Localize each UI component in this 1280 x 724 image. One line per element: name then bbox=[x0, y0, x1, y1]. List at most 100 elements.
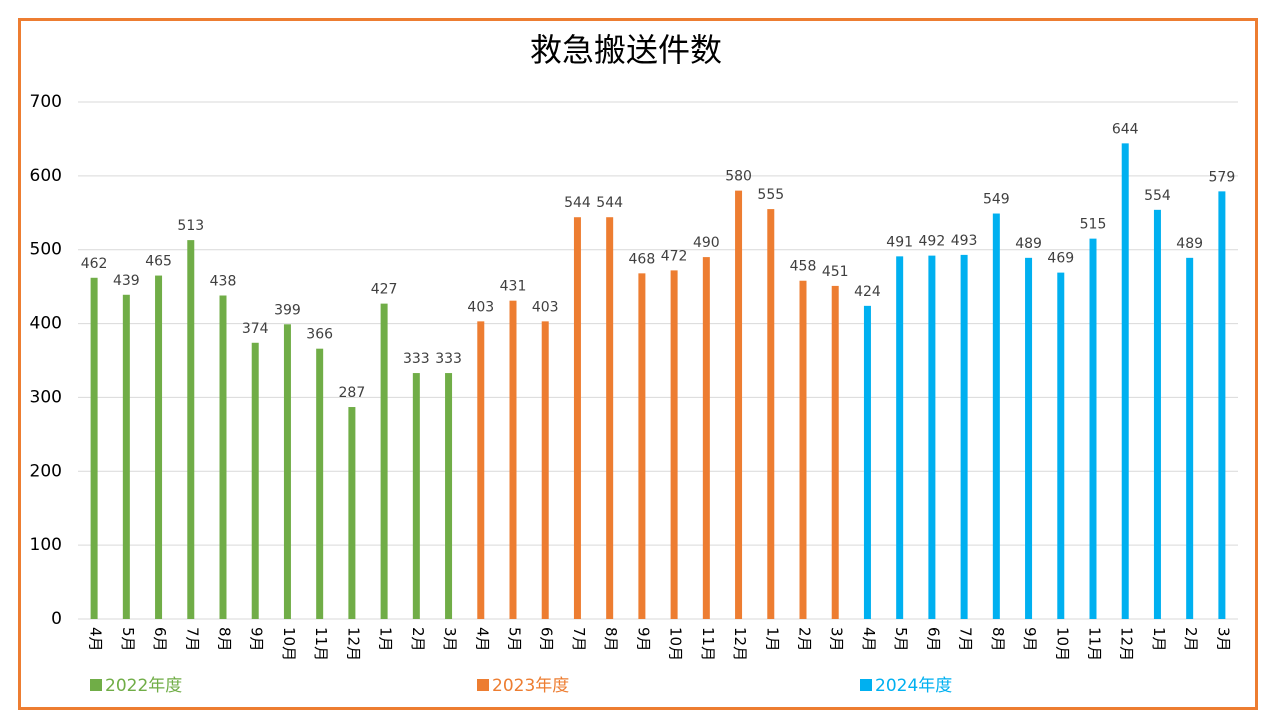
x-tick-label: 9月 bbox=[1021, 627, 1039, 652]
legend-marker bbox=[90, 679, 102, 691]
x-tick-label: 9月 bbox=[634, 627, 652, 652]
x-tick-label: 11月 bbox=[312, 627, 330, 661]
legend-marker bbox=[860, 679, 872, 691]
bar bbox=[283, 324, 291, 619]
bar bbox=[348, 407, 356, 619]
frame bbox=[18, 18, 1258, 710]
bar bbox=[90, 277, 98, 619]
bar bbox=[767, 209, 775, 620]
legend-label: 2024年度 bbox=[875, 676, 952, 696]
x-tick-label: 4月 bbox=[860, 627, 878, 652]
data-label: 549 bbox=[983, 192, 1010, 208]
data-label: 451 bbox=[822, 264, 849, 280]
x-tick-label: 2月 bbox=[409, 627, 427, 652]
bar bbox=[863, 305, 871, 619]
x-tick-label: 4月 bbox=[473, 627, 491, 652]
x-tick-label: 2月 bbox=[796, 627, 814, 652]
x-tick-label: 4月 bbox=[87, 627, 105, 652]
bar bbox=[251, 342, 259, 619]
data-label: 513 bbox=[177, 218, 204, 234]
x-tick-label: 10月 bbox=[280, 627, 298, 661]
data-label: 544 bbox=[564, 195, 591, 211]
data-label: 403 bbox=[467, 299, 494, 315]
x-tick-label: 12月 bbox=[731, 627, 749, 661]
data-label: 544 bbox=[596, 195, 623, 211]
data-label: 554 bbox=[1144, 188, 1171, 204]
x-tick-label: 1月 bbox=[763, 627, 781, 652]
data-label: 468 bbox=[629, 251, 656, 267]
legend-marker bbox=[477, 679, 489, 691]
x-tick-label: 3月 bbox=[828, 627, 846, 652]
bar bbox=[412, 373, 420, 619]
data-label: 492 bbox=[919, 234, 946, 250]
data-label: 403 bbox=[532, 299, 559, 315]
bar bbox=[380, 303, 388, 619]
bar bbox=[1218, 191, 1226, 620]
x-tick-label: 5月 bbox=[506, 627, 524, 652]
bar bbox=[445, 373, 453, 619]
bar bbox=[219, 295, 227, 619]
data-label: 490 bbox=[693, 235, 720, 251]
bar bbox=[670, 270, 678, 619]
data-label: 491 bbox=[886, 234, 913, 250]
bar bbox=[960, 254, 968, 620]
y-tick-label: 100 bbox=[30, 535, 62, 555]
bar bbox=[509, 300, 517, 619]
x-tick-label: 8月 bbox=[216, 627, 234, 652]
data-label: 469 bbox=[1047, 251, 1074, 267]
x-tick-label: 10月 bbox=[667, 627, 685, 661]
chart-title: 救急搬送件数 bbox=[530, 31, 722, 69]
bar bbox=[928, 255, 936, 619]
bar bbox=[573, 217, 581, 619]
y-tick-label: 0 bbox=[51, 609, 62, 629]
x-tick-label: 6月 bbox=[151, 627, 169, 652]
legend-label: 2022年度 bbox=[105, 676, 182, 696]
data-label: 644 bbox=[1112, 121, 1139, 137]
bar bbox=[122, 294, 130, 619]
data-label: 465 bbox=[145, 254, 172, 270]
data-label: 489 bbox=[1176, 236, 1203, 252]
x-tick-label: 12月 bbox=[344, 627, 362, 661]
data-label: 438 bbox=[210, 274, 237, 290]
bar bbox=[155, 275, 163, 619]
x-tick-label: 3月 bbox=[1214, 627, 1232, 652]
x-tick-label: 5月 bbox=[892, 627, 910, 652]
bar bbox=[1153, 209, 1161, 619]
y-tick-label: 200 bbox=[30, 461, 62, 481]
data-label: 580 bbox=[725, 169, 752, 185]
x-tick-label: 10月 bbox=[1053, 627, 1071, 661]
x-tick-label: 8月 bbox=[989, 627, 1007, 652]
x-tick-label: 9月 bbox=[248, 627, 266, 652]
data-label: 458 bbox=[790, 259, 817, 275]
bar bbox=[992, 213, 1000, 619]
x-tick-label: 7月 bbox=[957, 627, 975, 652]
data-label: 489 bbox=[1015, 236, 1042, 252]
data-label: 555 bbox=[757, 187, 784, 203]
bar bbox=[477, 321, 485, 619]
data-label: 366 bbox=[306, 327, 333, 343]
x-tick-label: 11月 bbox=[699, 627, 717, 661]
data-label: 493 bbox=[951, 233, 978, 249]
bar bbox=[1121, 143, 1129, 620]
bar bbox=[735, 190, 743, 619]
x-tick-label: 11月 bbox=[1086, 627, 1104, 661]
bar bbox=[541, 321, 549, 619]
x-tick-label: 7月 bbox=[183, 627, 201, 652]
x-tick-label: 8月 bbox=[602, 627, 620, 652]
bar bbox=[1186, 257, 1194, 619]
bar bbox=[606, 217, 614, 619]
x-tick-label: 7月 bbox=[570, 627, 588, 652]
data-label: 399 bbox=[274, 302, 301, 318]
bar bbox=[799, 280, 807, 619]
y-tick-label: 300 bbox=[30, 387, 62, 407]
y-tick-label: 400 bbox=[30, 314, 62, 334]
y-tick-label: 500 bbox=[30, 240, 62, 260]
bar bbox=[1057, 272, 1065, 619]
x-tick-label: 1月 bbox=[377, 627, 395, 652]
data-label: 424 bbox=[854, 284, 881, 300]
data-label: 374 bbox=[242, 321, 269, 337]
x-tick-label: 1月 bbox=[1150, 627, 1168, 652]
bar bbox=[831, 285, 839, 619]
data-label: 462 bbox=[81, 256, 108, 272]
